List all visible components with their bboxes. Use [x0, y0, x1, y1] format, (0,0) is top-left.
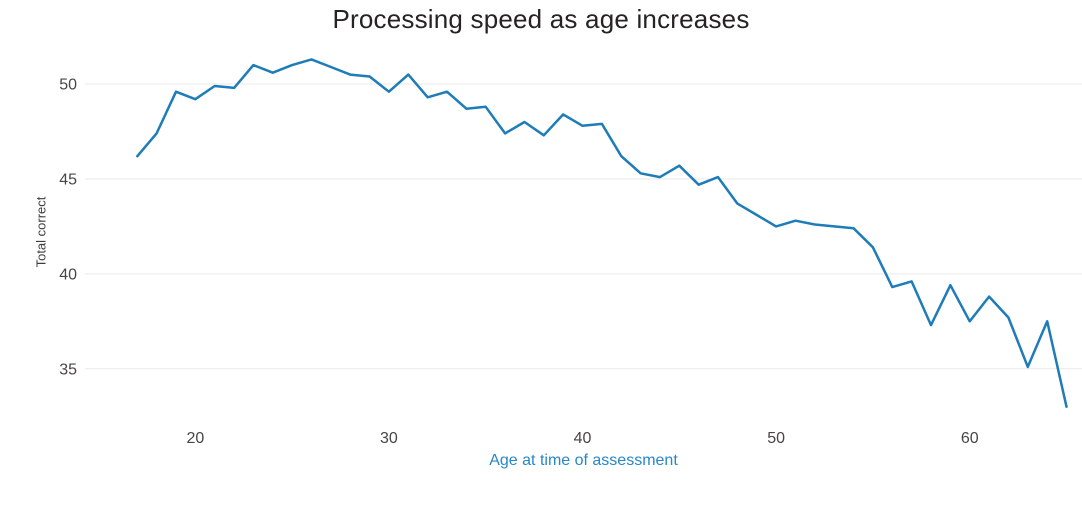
x-tick-label: 40	[574, 430, 592, 447]
x-tick-label: 60	[961, 430, 979, 447]
data-line-series	[136, 58, 1068, 408]
y-tick-label: 35	[59, 361, 77, 378]
x-axis-title: Age at time of assessment	[489, 452, 678, 469]
x-tick-label: 20	[186, 430, 204, 447]
x-tick-label: 50	[767, 430, 785, 447]
y-tick-label: 40	[59, 266, 77, 283]
y-tick-label: 45	[59, 171, 77, 188]
chart-title: Processing speed as age increases	[332, 4, 750, 34]
y-axis-title: Total correct	[33, 196, 49, 268]
x-tick-label: 30	[380, 430, 398, 447]
y-tick-label: 50	[59, 77, 77, 94]
